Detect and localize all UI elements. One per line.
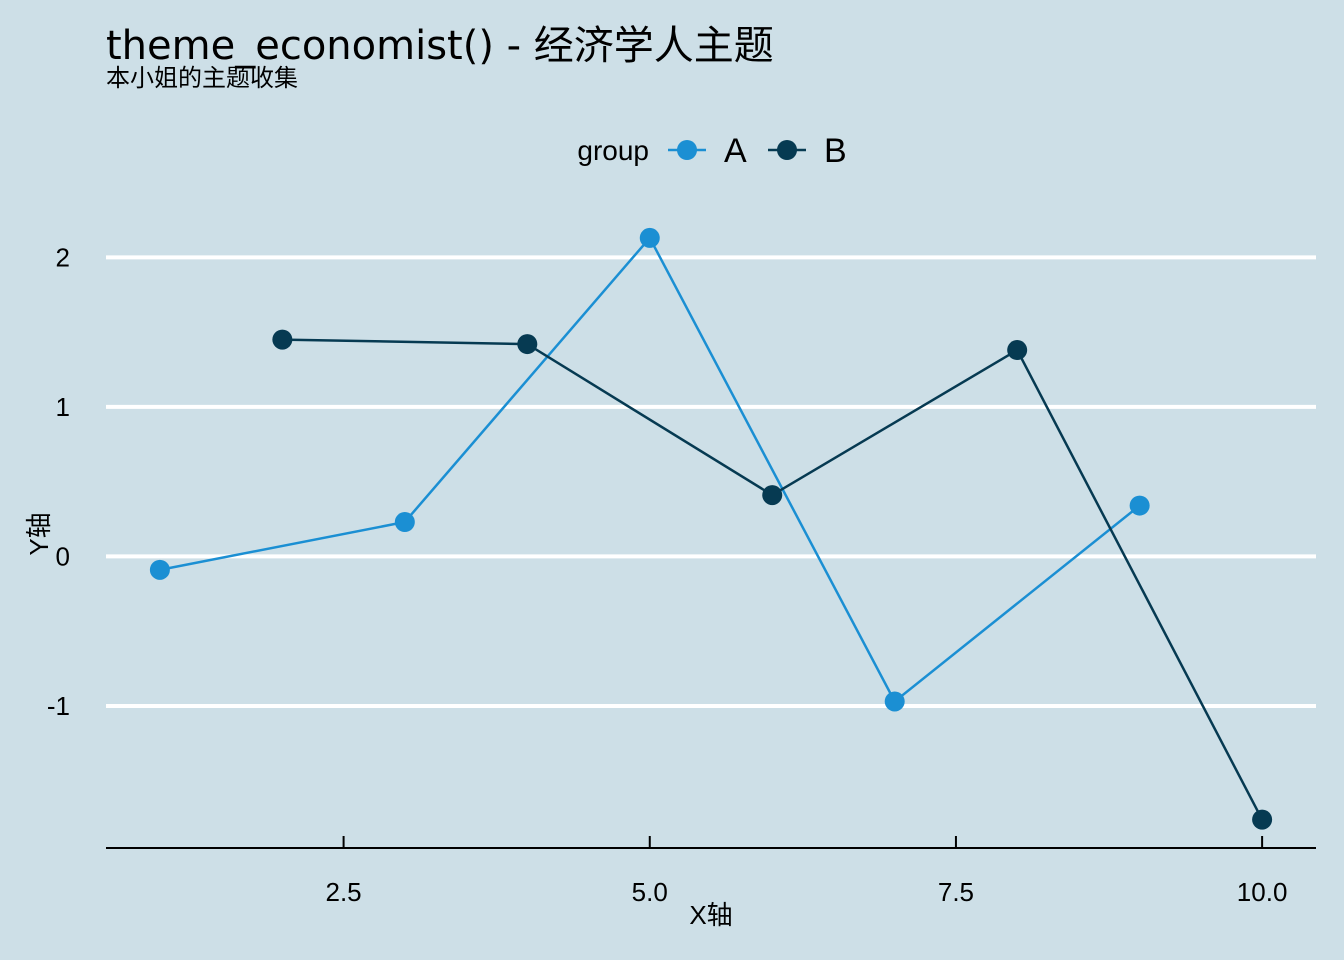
legend-label-b: B xyxy=(824,132,847,170)
x-tick-label: 7.5 xyxy=(938,877,974,907)
legend-title: group xyxy=(577,135,649,166)
data-point-a xyxy=(149,559,170,580)
chart-subtitle: 本小姐的主题收集 xyxy=(106,64,298,92)
legend-key-point-b xyxy=(777,140,797,160)
y-axis-label: Y轴 xyxy=(24,512,54,555)
data-point-b xyxy=(1007,340,1028,361)
y-tick-label: 2 xyxy=(56,242,70,272)
x-tick-label: 5.0 xyxy=(632,877,668,907)
series-line-b xyxy=(282,338,1264,821)
series-layer xyxy=(149,227,1273,830)
legend-key-point-a xyxy=(677,140,697,160)
data-point-b xyxy=(272,329,293,350)
y-tick-label: 0 xyxy=(56,541,70,571)
series-line-a xyxy=(159,235,1141,704)
data-point-b xyxy=(517,334,538,355)
axes: -1 0 1 2 2.5 5.0 7.5 10.0 xyxy=(47,242,1316,907)
legend-label-a: A xyxy=(724,132,747,170)
x-tick-label: 2.5 xyxy=(326,877,362,907)
chart-title: theme_economist() - 经济学人主题 xyxy=(106,23,774,69)
data-point-a xyxy=(394,512,415,533)
x-axis-label: X轴 xyxy=(689,900,732,930)
y-tick-label: -1 xyxy=(47,691,70,721)
data-point-a xyxy=(1129,495,1150,516)
y-tick-label: 1 xyxy=(56,392,70,422)
data-point-b xyxy=(762,485,783,506)
data-point-b xyxy=(1252,809,1273,830)
grid-lines xyxy=(106,255,1316,708)
data-point-a xyxy=(884,691,905,712)
x-tick-label: 10.0 xyxy=(1237,877,1288,907)
data-point-a xyxy=(639,227,660,248)
legend: group A B xyxy=(577,132,846,170)
